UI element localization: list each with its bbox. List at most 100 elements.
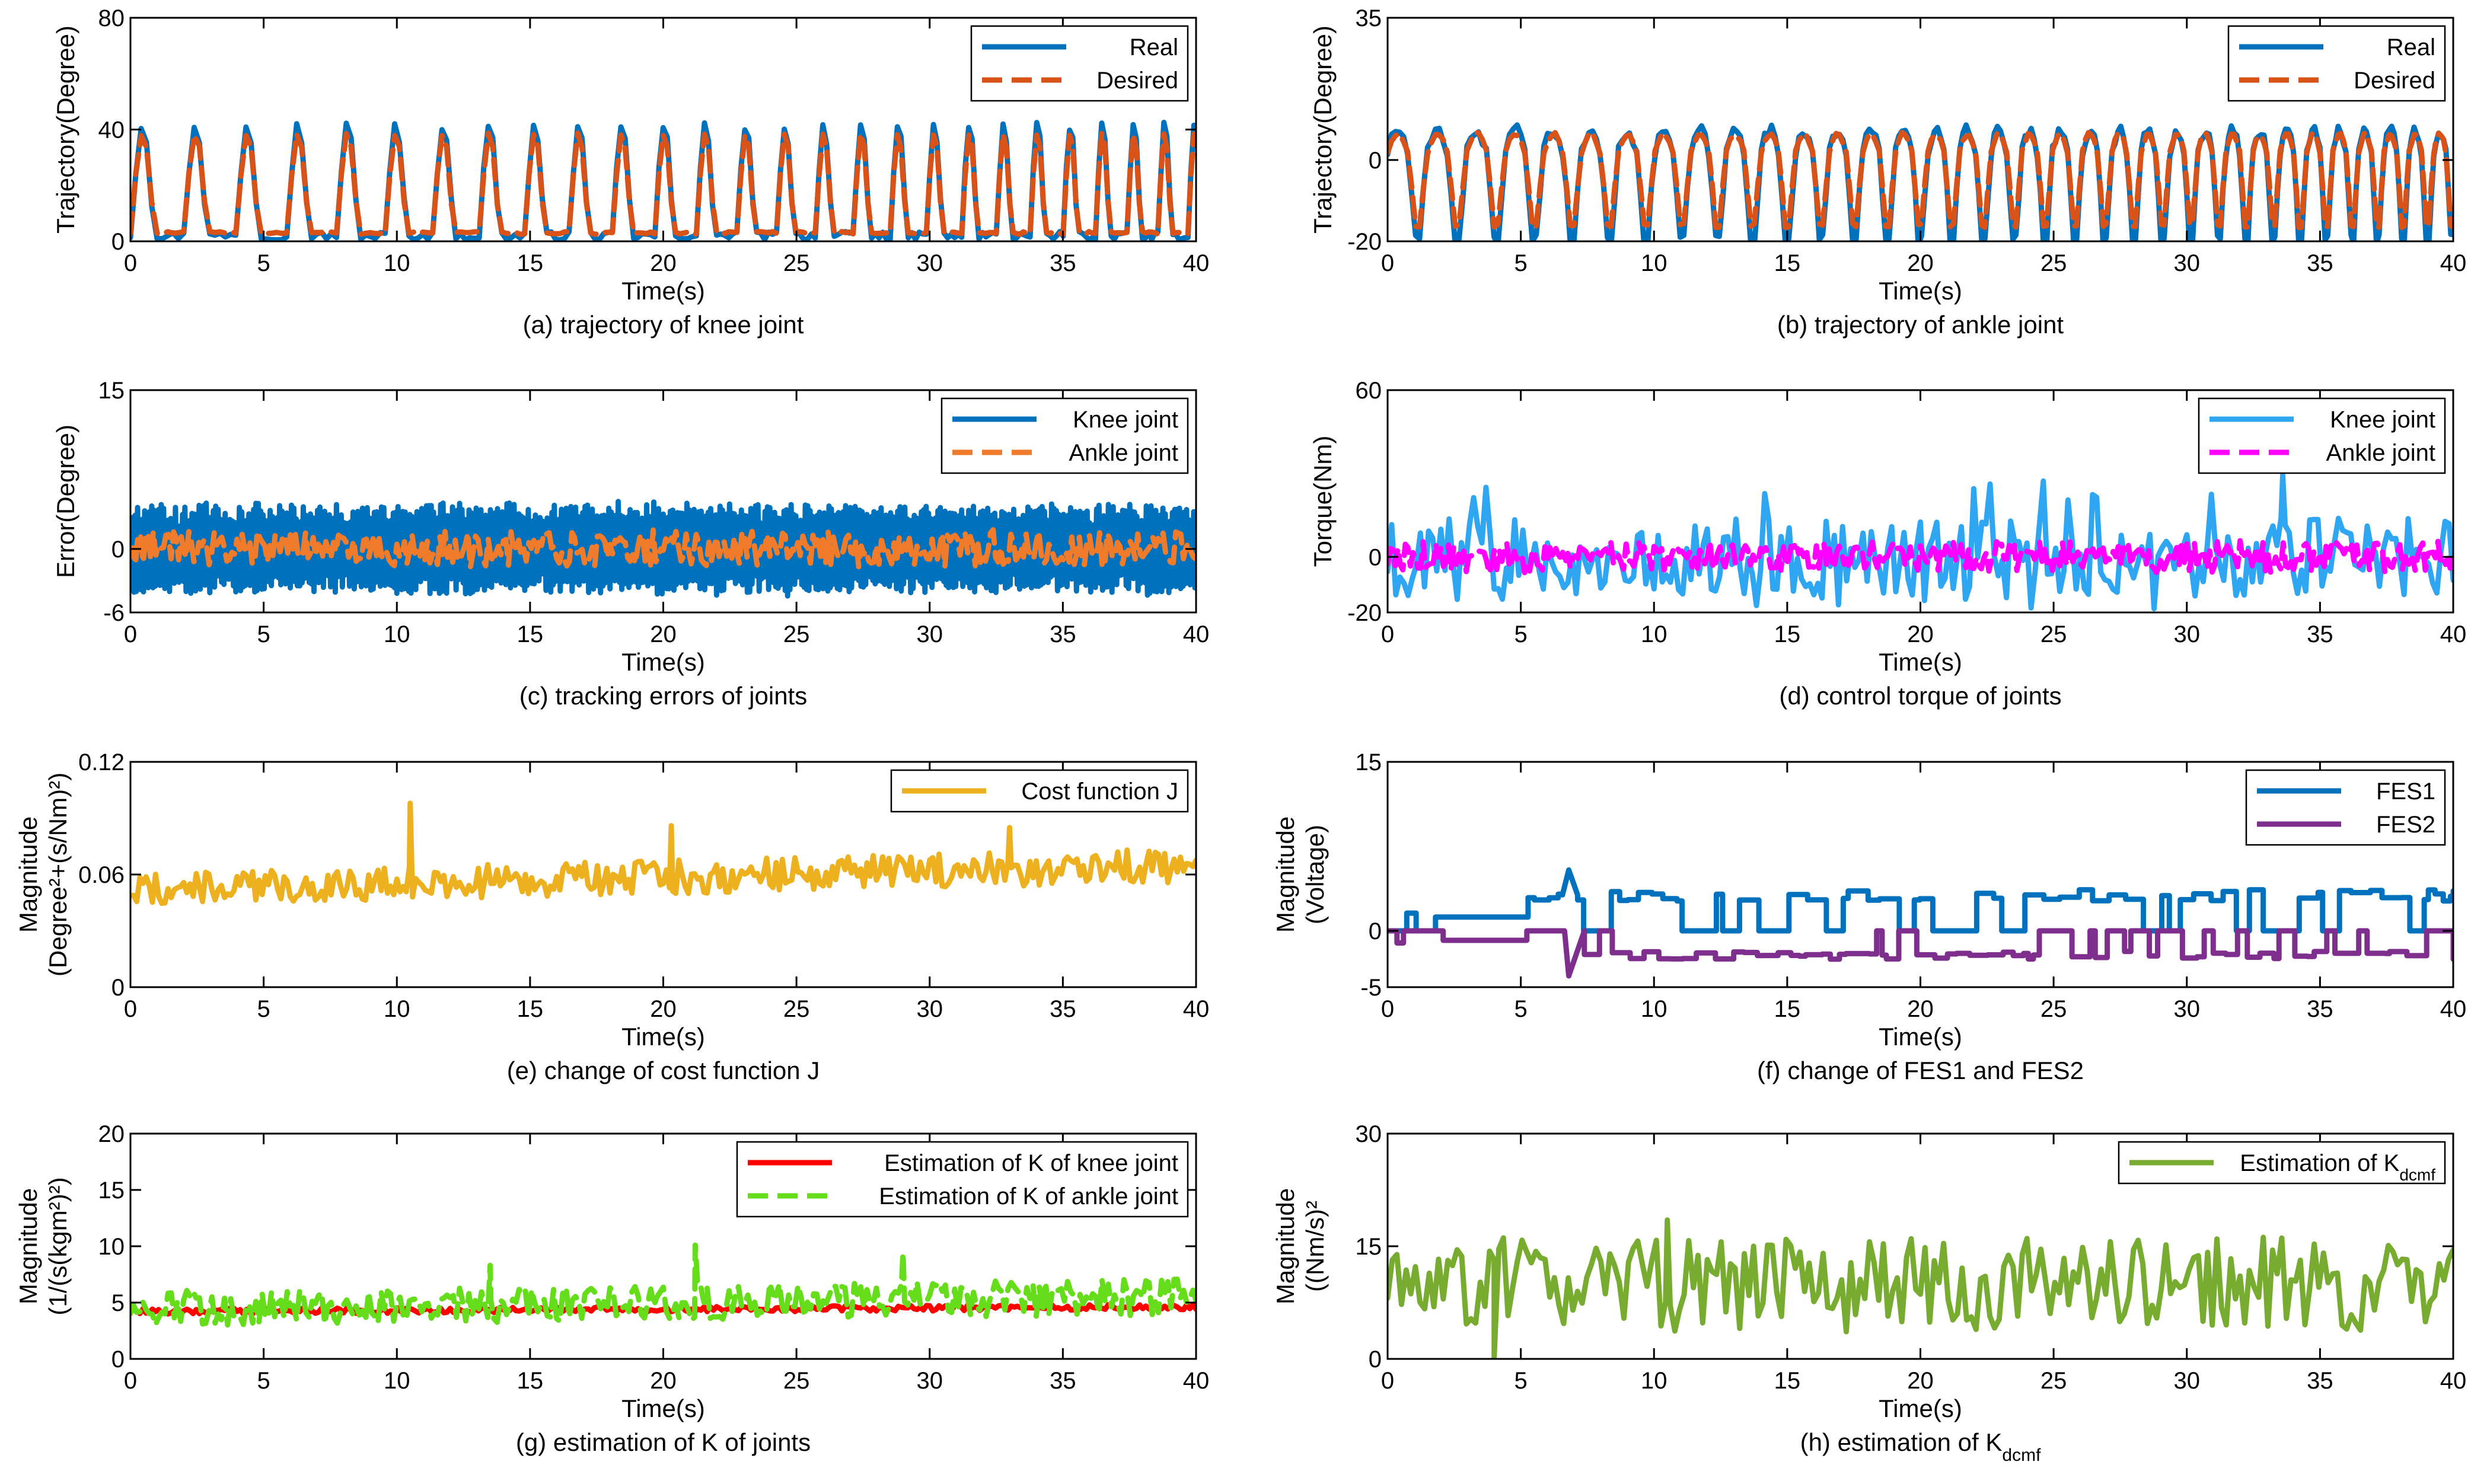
- y-tick-label: 40: [98, 117, 125, 143]
- legend-box: [2198, 397, 2446, 474]
- x-axis-label: Time(s): [621, 1394, 705, 1422]
- x-tick-label: 30: [917, 621, 943, 647]
- x-tick-label: 20: [650, 621, 677, 647]
- series-line-knee-joint: [130, 499, 1196, 599]
- chart-panel-g: 0 5 10 15 20 25 30 35 4005101520Time(s)Magnitude…: [14, 1121, 1209, 1456]
- y-tick-label: 5: [111, 1290, 125, 1316]
- x-tick-label: 5: [1515, 996, 1528, 1022]
- series-line-desired: [1388, 130, 2453, 231]
- y-tick-label: -6: [103, 600, 125, 626]
- series-line-ankle-joint: [1388, 538, 2453, 576]
- x-tick-label: 5: [257, 621, 270, 647]
- panel-caption: (c) tracking errors of joints: [519, 682, 807, 710]
- x-tick-label: 40: [1183, 621, 1210, 647]
- series-group-a: [130, 120, 1196, 241]
- x-tick-label: 35: [2307, 250, 2333, 276]
- x-tick-label: 35: [2307, 996, 2333, 1022]
- legend-label: FES2: [2376, 812, 2435, 838]
- y-tick-label: 30: [1356, 1121, 1382, 1147]
- series-line-cost-function-j: [130, 800, 1196, 907]
- y-tick-label: 0.12: [78, 749, 125, 775]
- y-tick-label: 0: [1369, 918, 1382, 944]
- x-tick-label: 35: [1050, 996, 1076, 1022]
- series-line-fes2: [1388, 928, 2453, 979]
- panel-caption: (e) change of cost function J: [507, 1057, 820, 1084]
- y-tick-label: -20: [1347, 600, 1382, 626]
- legend-label: Knee joint: [1073, 407, 1178, 433]
- x-tick-label: 0: [124, 621, 137, 647]
- x-tick-label: 5: [257, 996, 270, 1022]
- y-axis-label: Magnitude(Degree²+(s/Nm)²): [14, 773, 72, 976]
- x-tick-label: 0: [1381, 1368, 1394, 1394]
- x-tick-label: 40: [1183, 996, 1210, 1022]
- legend-box: [940, 397, 1189, 474]
- legend-c: Knee joint Ankle joint: [940, 397, 1189, 474]
- x-tick-label: 35: [2307, 1368, 2333, 1394]
- series-group-e: [130, 800, 1196, 907]
- y-tick-label: 0: [1369, 1346, 1382, 1373]
- x-tick-label: 25: [2040, 996, 2067, 1022]
- x-tick-label: 25: [783, 996, 810, 1022]
- x-tick-label: 30: [2174, 621, 2201, 647]
- x-tick-label: 20: [650, 1368, 677, 1394]
- x-tick-label: 25: [2040, 1368, 2067, 1394]
- y-tick-label: 35: [1356, 5, 1382, 31]
- y-tick-label: -20: [1347, 229, 1382, 255]
- x-axis-label: Time(s): [621, 1023, 705, 1051]
- legend-label: Ankle joint: [1069, 440, 1178, 466]
- series-line-knee-joint: [1388, 472, 2453, 612]
- x-tick-label: 20: [1907, 250, 1934, 276]
- x-tick-label: 40: [2440, 996, 2467, 1022]
- x-tick-label: 15: [517, 1368, 544, 1394]
- chart-panel-d: 0 5 10 15 20 25 30 35 40-20060Time(s)Torque(Nm)(…: [1309, 378, 2466, 710]
- x-tick-label: 10: [1641, 621, 1667, 647]
- y-tick-label: 10: [98, 1234, 125, 1260]
- x-tick-label: 5: [257, 1368, 270, 1394]
- y-tick-label: 15: [1356, 1234, 1382, 1260]
- x-tick-label: 35: [1050, 1368, 1076, 1394]
- x-tick-label: 40: [1183, 250, 1210, 276]
- x-axis-label: Time(s): [1879, 277, 1962, 305]
- legend-box: [2227, 25, 2446, 102]
- x-tick-label: 0: [1381, 996, 1394, 1022]
- x-tick-label: 25: [783, 621, 810, 647]
- series-group-g: [130, 1242, 1196, 1328]
- x-tick-label: 0: [124, 1368, 137, 1394]
- y-axis-label: Magnitude((Nm/s)²: [1271, 1188, 1329, 1304]
- x-tick-label: 25: [783, 250, 810, 276]
- y-axis-label: Trajectory(Degree): [1309, 25, 1337, 234]
- x-tick-label: 20: [1907, 621, 1934, 647]
- chart-panel-h: 0 5 10 15 20 25 30 35 40 0 15 30 Time(s) Magnitude((N…: [1271, 1121, 2466, 1465]
- y-axis-label: Trajectory(Degree): [52, 25, 79, 234]
- x-tick-label: 15: [517, 996, 544, 1022]
- chart-panel-e: 0 5 10 15 20 25 30 35 40 0 0.06 0.12 Time(s) Magnitud…: [14, 749, 1209, 1084]
- legend-f: FES1 FES2: [2245, 769, 2446, 846]
- y-tick-label: 80: [98, 5, 125, 31]
- y-tick-label: 15: [98, 1177, 125, 1204]
- legend-label: Desired: [2354, 68, 2435, 94]
- y-tick-label: 0: [111, 229, 125, 255]
- y-tick-label: 60: [1356, 378, 1382, 404]
- chart-panel-f: 0 5 10 15 20 25 30 35 40-5015Time(s)Magnitude(Vo…: [1271, 749, 2466, 1084]
- x-tick-label: 35: [1050, 250, 1076, 276]
- x-tick-label: 40: [2440, 250, 2467, 276]
- x-tick-label: 30: [2174, 996, 2201, 1022]
- x-tick-label: 40: [1183, 1368, 1210, 1394]
- x-tick-label: 15: [1774, 996, 1801, 1022]
- y-tick-label: 0: [111, 537, 125, 563]
- y-axis-label: Magnitude(Voltage): [1271, 816, 1329, 933]
- series-group-c: [130, 499, 1196, 599]
- series-group-f: [1388, 867, 2453, 979]
- legend-g: Estimation of K of knee joint Estimation …: [736, 1141, 1189, 1218]
- x-tick-label: 25: [2040, 621, 2067, 647]
- x-tick-label: 40: [2440, 621, 2467, 647]
- legend-e: Cost function J: [890, 769, 1189, 813]
- legend-box: [736, 1141, 1189, 1218]
- legend-label: Desired: [1096, 68, 1178, 94]
- x-tick-label: 30: [917, 996, 943, 1022]
- x-tick-label: 10: [1641, 1368, 1667, 1394]
- x-tick-label: 20: [1907, 996, 1934, 1022]
- panel-caption: (d) control torque of joints: [1779, 682, 2061, 710]
- series-group-h: [1388, 1217, 2453, 1359]
- y-tick-label: 20: [98, 1121, 125, 1147]
